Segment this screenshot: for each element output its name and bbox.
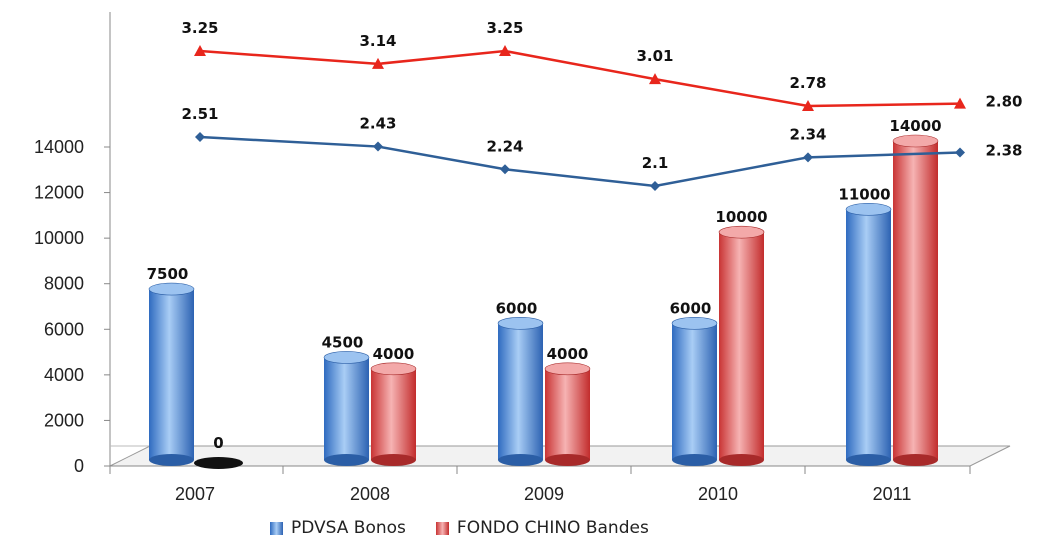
line-point [955, 147, 965, 158]
line-value-label: 3.25 [181, 19, 218, 37]
x-category-label: 2011 [873, 484, 912, 504]
bar-body [371, 368, 416, 460]
x-category-label: 2007 [175, 484, 215, 504]
line-series [194, 45, 966, 191]
line-point [194, 45, 206, 56]
x-category-label: 2009 [524, 484, 564, 504]
line-value-label: 2.51 [181, 105, 218, 123]
legend-swatch-fondo-chino [435, 521, 449, 535]
bar-base [846, 454, 891, 466]
bar-value-label: 11000 [838, 185, 890, 203]
y-tick-label: 14000 [34, 137, 84, 157]
line-point [373, 141, 383, 152]
bar-base [719, 454, 764, 466]
bar-body [672, 323, 717, 460]
line-path-0 [199, 49, 961, 108]
line-point [195, 132, 205, 142]
bar-body [498, 323, 543, 460]
x-category-label: 2010 [698, 484, 738, 504]
bar-top [845, 203, 892, 216]
y-tick-label: 6000 [44, 319, 84, 339]
bar-top [497, 316, 544, 330]
line-value-label: 2.38 [985, 142, 1022, 160]
bar-1-3 [718, 225, 765, 466]
bar-top [370, 362, 417, 376]
bar-base [893, 454, 938, 466]
line-point [372, 57, 384, 69]
bar-body [846, 209, 891, 460]
line-path-1 [199, 135, 961, 188]
data-labels: 7500 4500 6000 6000 11000 0 4000 4000 10000 14000… [147, 19, 1023, 452]
line-value-label: 3.01 [636, 47, 673, 65]
y-tick-label: 4000 [44, 365, 84, 385]
bar-base [371, 454, 416, 466]
bar-value-label: 0 [213, 434, 223, 452]
bar-body [324, 357, 369, 460]
bar-0-1 [323, 351, 370, 466]
bar-body [719, 232, 764, 460]
bar-base [498, 454, 543, 466]
x-category-label: 2008 [350, 484, 390, 504]
bar-body [149, 289, 194, 460]
legend-label-pdvsa: PDVSA Bonos [291, 518, 406, 538]
bar-value-label: 14000 [889, 117, 941, 135]
legend: PDVSA Bonos FONDO CHINO Bandes [270, 518, 649, 538]
bar-top [718, 225, 765, 239]
bar-top [671, 316, 718, 330]
bar-value-label: 7500 [147, 265, 189, 283]
y-tick-label: 0 [74, 456, 84, 476]
legend-swatch-pdvsa [270, 521, 283, 535]
y-tick-label: 8000 [44, 274, 84, 294]
bar-top [544, 362, 591, 376]
line-value-label: 2.1 [642, 154, 669, 172]
bar-base [324, 454, 369, 466]
bar-1-1 [370, 362, 417, 466]
bar-base [545, 454, 590, 466]
bar-base [149, 454, 194, 466]
line-point [500, 164, 510, 175]
line-point [802, 100, 814, 111]
bar-0-3 [671, 316, 718, 466]
bar-top [892, 134, 939, 148]
line-value-label: 3.14 [359, 32, 396, 50]
bar-1-4 [892, 134, 939, 466]
y-tick-label: 2000 [44, 410, 84, 430]
axes: 0 2000 4000 6000 8000 10000 12000 14000 [34, 12, 111, 476]
line-point [803, 152, 813, 163]
bar-0-0 [148, 282, 195, 466]
bar-1-0 [194, 457, 243, 469]
line-point [954, 97, 966, 109]
line-point [650, 181, 660, 191]
bar-body [545, 368, 590, 460]
line-value-label: 2.43 [359, 115, 396, 133]
bar-value-label: 10000 [715, 208, 767, 226]
line-value-label: 3.25 [486, 19, 523, 37]
bar-value-label: 6000 [670, 299, 712, 317]
line-point [499, 45, 511, 56]
legend-item-fondo-chino: FONDO CHINO Bandes [435, 518, 649, 538]
bar-value-label: 4000 [373, 345, 415, 363]
y-tick-label: 12000 [34, 183, 84, 203]
bar-top [323, 351, 370, 364]
line-value-label: 2.34 [789, 125, 826, 143]
bar-value-label: 4500 [322, 333, 364, 351]
bars [148, 134, 939, 469]
bar-0-4 [845, 203, 892, 466]
bar-body [893, 141, 938, 460]
bar-base [672, 454, 717, 466]
line-point [649, 73, 661, 85]
line-value-label: 2.80 [985, 93, 1022, 111]
line-value-label: 2.24 [486, 137, 523, 155]
bar-value-label: 4000 [547, 345, 589, 363]
bar-value-label: 6000 [496, 299, 538, 317]
y-tick-label: 10000 [34, 228, 84, 248]
legend-label-fondo-chino: FONDO CHINO Bandes [456, 518, 649, 538]
line-value-label: 2.78 [789, 74, 826, 92]
bar-top [148, 282, 195, 296]
bar-1-2 [544, 362, 591, 466]
bar-0-2 [497, 316, 544, 466]
legend-item-pdvsa: PDVSA Bonos [270, 518, 406, 538]
